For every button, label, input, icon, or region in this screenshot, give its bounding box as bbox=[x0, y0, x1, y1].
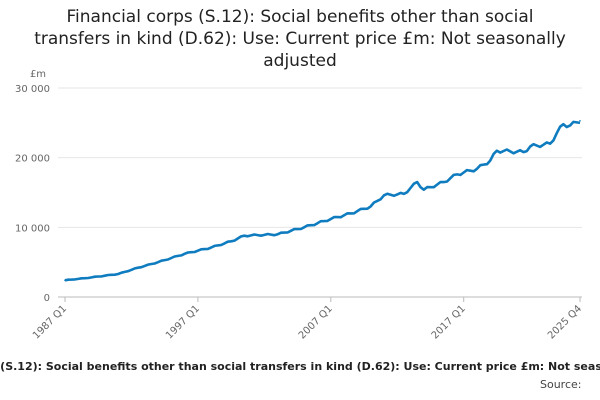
data-point bbox=[522, 151, 525, 153]
data-point bbox=[423, 188, 425, 191]
x-tick-label: 1997 Q1 bbox=[164, 303, 202, 341]
series-line bbox=[64, 120, 581, 282]
data-point bbox=[276, 233, 279, 236]
chart-caption: Financial corps (S.12): Social benefits … bbox=[0, 360, 600, 376]
data-point bbox=[562, 123, 565, 126]
y-tick-label: 0 bbox=[44, 293, 50, 304]
y-tick-label: 30 000 bbox=[15, 84, 50, 95]
data-point bbox=[403, 193, 405, 195]
source-label: Source: bbox=[540, 378, 582, 391]
data-point bbox=[157, 261, 159, 263]
caption-text: Financial corps (S.12): Social benefits … bbox=[0, 360, 600, 373]
data-point bbox=[369, 205, 372, 208]
data-point bbox=[529, 145, 531, 148]
data-point bbox=[137, 266, 139, 269]
data-point bbox=[569, 124, 571, 127]
data-point bbox=[383, 194, 385, 197]
data-point bbox=[549, 142, 551, 145]
data-point bbox=[64, 279, 66, 282]
data-point bbox=[243, 234, 246, 237]
y-axis-unit-label: £m bbox=[30, 69, 46, 80]
data-point bbox=[117, 273, 119, 275]
data-point bbox=[303, 226, 306, 229]
x-tick-label: 2017 Q1 bbox=[430, 303, 468, 341]
x-tick-label: 2025 Q4 bbox=[546, 303, 584, 341]
data-point bbox=[230, 240, 232, 243]
data-point bbox=[489, 159, 492, 162]
data-point bbox=[330, 218, 332, 220]
chart-title: Financial corps (S.12): Social benefits … bbox=[34, 7, 566, 71]
data-point bbox=[183, 253, 186, 255]
data-point bbox=[442, 181, 445, 183]
series-group bbox=[64, 119, 581, 282]
y-tick-label: 10 000 bbox=[15, 223, 50, 234]
y-axis: 0 10 000 20 000 30 000 bbox=[15, 84, 50, 304]
x-tick-label: 1987 Q1 bbox=[31, 303, 69, 341]
data-point bbox=[476, 168, 478, 170]
data-point bbox=[555, 132, 558, 135]
data-point bbox=[496, 149, 498, 152]
data-point bbox=[349, 212, 352, 215]
data-point bbox=[579, 119, 581, 122]
y-tick-label: 20 000 bbox=[15, 154, 50, 165]
data-point bbox=[210, 246, 212, 249]
source-line: Source: bbox=[0, 378, 600, 394]
x-axis: 1987 Q1 1997 Q1 2007 Q1 2017 Q1 2025 Q4 bbox=[31, 297, 584, 341]
data-point bbox=[456, 173, 458, 176]
gridlines bbox=[58, 87, 582, 228]
data-point bbox=[84, 277, 86, 279]
x-tick-label: 2007 Q1 bbox=[297, 303, 335, 341]
data-point bbox=[416, 181, 418, 183]
